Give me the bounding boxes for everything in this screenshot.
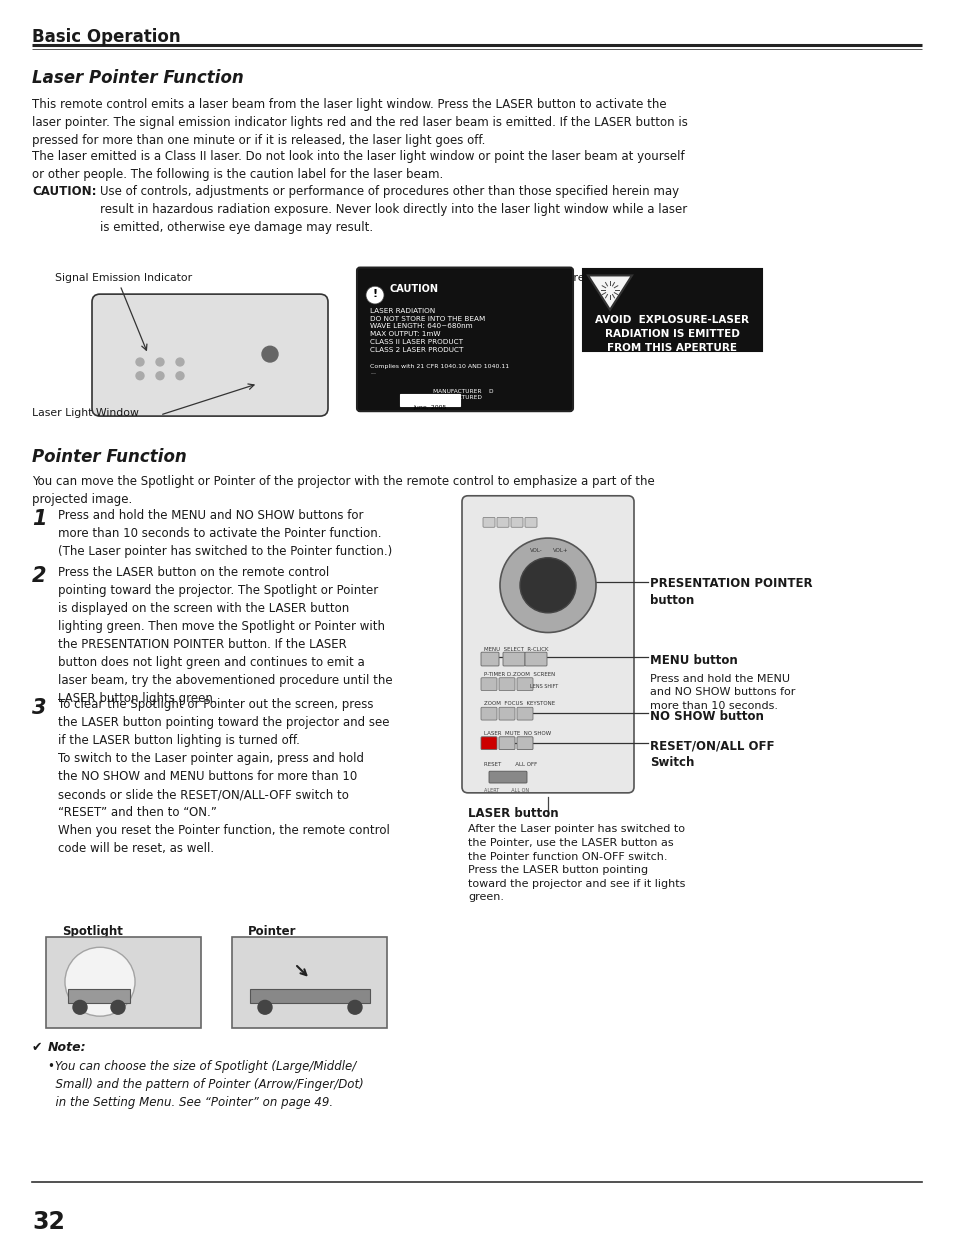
Circle shape [499, 538, 596, 632]
FancyBboxPatch shape [524, 652, 546, 666]
Text: LENS SHIFT: LENS SHIFT [530, 684, 558, 689]
Circle shape [175, 358, 184, 366]
Circle shape [257, 1000, 272, 1014]
FancyBboxPatch shape [461, 495, 634, 793]
Text: LASER RADIATION
DO NOT STORE INTO THE BEAM
WAVE LENGTH: 640~680nm
MAX OUTPUT: 1m: LASER RADIATION DO NOT STORE INTO THE BE… [370, 308, 485, 353]
Polygon shape [587, 275, 631, 310]
Circle shape [136, 372, 144, 379]
Text: •You can choose the size of Spotlight (Large/Middle/
  Small) and the pattern of: •You can choose the size of Spotlight (L… [48, 1061, 363, 1109]
FancyBboxPatch shape [356, 268, 573, 411]
Polygon shape [250, 988, 370, 1003]
Text: Pointer Function: Pointer Function [32, 447, 187, 466]
FancyBboxPatch shape [232, 937, 387, 1028]
FancyBboxPatch shape [480, 708, 497, 720]
Text: To clear the Spotlight or Pointer out the screen, press
the LASER button pointin: To clear the Spotlight or Pointer out th… [58, 699, 390, 856]
Circle shape [175, 372, 184, 379]
Text: NO SHOW button: NO SHOW button [649, 710, 763, 724]
Text: MANUFACTURER    D
MANUFACTURED: MANUFACTURER D MANUFACTURED [433, 389, 493, 400]
FancyBboxPatch shape [399, 394, 459, 406]
Text: VOL-: VOL- [530, 548, 542, 553]
Text: VOL+: VOL+ [553, 548, 568, 553]
Text: Basic Operation: Basic Operation [32, 27, 180, 46]
Text: MADE IN CHINA: MADE IN CHINA [390, 420, 439, 425]
Circle shape [136, 358, 144, 366]
Text: ZOOM  FOCUS  KEYSTONE: ZOOM FOCUS KEYSTONE [483, 701, 555, 706]
Text: MENU button: MENU button [649, 655, 737, 667]
FancyBboxPatch shape [91, 294, 328, 416]
Text: Complies with 21 CFR 1040.10 AND 1040.11
...: Complies with 21 CFR 1040.10 AND 1040.11… [370, 364, 509, 375]
Text: AVOID  EXPLOSURE-LASER
RADIATION IS EMITTED
FROM THIS APERTURE: AVOID EXPLOSURE-LASER RADIATION IS EMITT… [595, 315, 748, 353]
Text: Press and hold the MENU and NO SHOW buttons for
more than 10 seconds to activate: Press and hold the MENU and NO SHOW butt… [58, 509, 392, 557]
Text: RESET/ON/ALL OFF
Switch: RESET/ON/ALL OFF Switch [649, 740, 774, 769]
Text: 32: 32 [32, 1210, 65, 1234]
FancyBboxPatch shape [511, 517, 522, 527]
Text: Signal Emission Indicator: Signal Emission Indicator [55, 273, 192, 284]
Text: CAUTION:: CAUTION: [32, 185, 96, 198]
Text: Note:: Note: [48, 1041, 87, 1053]
FancyBboxPatch shape [582, 268, 761, 351]
FancyBboxPatch shape [46, 937, 201, 1028]
FancyBboxPatch shape [480, 678, 497, 690]
Circle shape [262, 346, 277, 362]
FancyBboxPatch shape [489, 771, 526, 783]
Text: LASER  MUTE  NO SHOW: LASER MUTE NO SHOW [483, 731, 551, 736]
FancyBboxPatch shape [482, 517, 495, 527]
Text: 2: 2 [32, 566, 47, 585]
FancyBboxPatch shape [517, 737, 533, 750]
Circle shape [519, 558, 576, 613]
Circle shape [156, 372, 164, 379]
Text: Press the LASER button on the remote control
pointing toward the projector. The : Press the LASER button on the remote con… [58, 566, 393, 705]
Text: Use of controls, adjustments or performance of procedures other than those speci: Use of controls, adjustments or performa… [100, 185, 686, 233]
Text: You can move the Spotlight or Pointer of the projector with the remote control t: You can move the Spotlight or Pointer of… [32, 475, 654, 506]
FancyBboxPatch shape [498, 678, 515, 690]
Text: The laser emitted is a Class II laser. Do not look into the laser light window o: The laser emitted is a Class II laser. D… [32, 149, 684, 180]
Text: Press and hold the MENU
and NO SHOW buttons for
more than 10 seconds.: Press and hold the MENU and NO SHOW butt… [649, 674, 795, 711]
FancyBboxPatch shape [517, 678, 533, 690]
FancyBboxPatch shape [498, 708, 515, 720]
Circle shape [156, 358, 164, 366]
FancyBboxPatch shape [524, 517, 537, 527]
Text: After the Laser pointer has switched to
the Pointer, use the LASER button as
the: After the Laser pointer has switched to … [468, 824, 684, 903]
FancyBboxPatch shape [498, 737, 515, 750]
Circle shape [65, 947, 135, 1016]
Text: ALERT        ALL ON: ALERT ALL ON [483, 788, 529, 793]
Text: !: ! [372, 289, 377, 299]
Text: P-TIMER D.ZOOM  SCREEN: P-TIMER D.ZOOM SCREEN [483, 672, 555, 677]
Text: Laser Pointer Function: Laser Pointer Function [32, 69, 244, 86]
Polygon shape [68, 988, 130, 1003]
FancyBboxPatch shape [517, 708, 533, 720]
Text: MENU  SELECT  R-CLICK: MENU SELECT R-CLICK [483, 647, 548, 652]
Text: Spotlight: Spotlight [62, 925, 123, 937]
Text: This remote control emits a laser beam from the laser light window. Press the LA: This remote control emits a laser beam f… [32, 99, 687, 147]
Text: Pointer: Pointer [248, 925, 296, 937]
Text: RESET        ALL OFF: RESET ALL OFF [483, 762, 537, 767]
Text: 1: 1 [32, 509, 47, 529]
FancyBboxPatch shape [502, 652, 524, 666]
Text: ✔: ✔ [32, 1041, 43, 1053]
Text: Laser Light Window: Laser Light Window [32, 409, 139, 419]
Circle shape [111, 1000, 125, 1014]
Text: PRESENTATION POINTER
button: PRESENTATION POINTER button [649, 578, 812, 606]
Text: LASER button: LASER button [468, 806, 558, 820]
FancyBboxPatch shape [480, 737, 497, 750]
Circle shape [73, 1000, 87, 1014]
Text: June, 2005: June, 2005 [413, 405, 446, 410]
Text: 3: 3 [32, 699, 47, 719]
Text: The caution label is put on the remote control.: The caution label is put on the remote c… [399, 273, 659, 284]
FancyBboxPatch shape [480, 652, 498, 666]
FancyBboxPatch shape [497, 517, 509, 527]
Text: CAUTION: CAUTION [390, 284, 438, 294]
Circle shape [348, 1000, 361, 1014]
Circle shape [366, 287, 384, 304]
